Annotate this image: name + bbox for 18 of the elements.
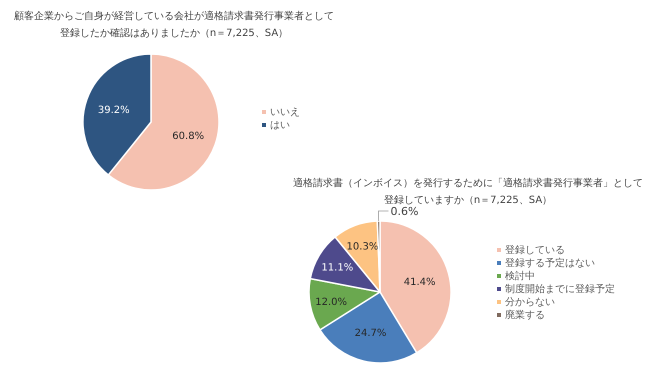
data-label: 11.1% bbox=[321, 262, 354, 274]
data-label: 60.8% bbox=[172, 131, 204, 142]
data-label: 0.6% bbox=[390, 205, 418, 218]
chart-title: 顧客企業からご自身が経営している会社が適格請求書発行事業者として登録したか確認はありましたか（n＝7,225、SA） bbox=[13, 10, 335, 41]
legend-label: いいえ bbox=[270, 107, 300, 118]
legend-label: 登録する予定はない bbox=[505, 257, 595, 269]
legend-label: 登録している bbox=[505, 244, 565, 256]
chart-title: 適格請求書（インボイス）を発行するために「適格請求書発行事業者」として登録していますか（n＝7,225、SA） bbox=[292, 176, 644, 206]
data-label: 41.4% bbox=[404, 276, 436, 288]
data-label: 24.7% bbox=[354, 328, 386, 340]
legend-label: はい bbox=[270, 120, 290, 131]
data-label: 10.3% bbox=[346, 242, 378, 252]
data-label: 39.2% bbox=[98, 104, 130, 116]
legend-label: 検討中 bbox=[505, 270, 535, 282]
legend-label: 制度開始までに登録予定 bbox=[505, 283, 615, 295]
data-label: 12.0% bbox=[315, 297, 348, 308]
legend-label: 廃業する bbox=[505, 309, 545, 321]
legend-label: 分からない bbox=[505, 296, 555, 308]
